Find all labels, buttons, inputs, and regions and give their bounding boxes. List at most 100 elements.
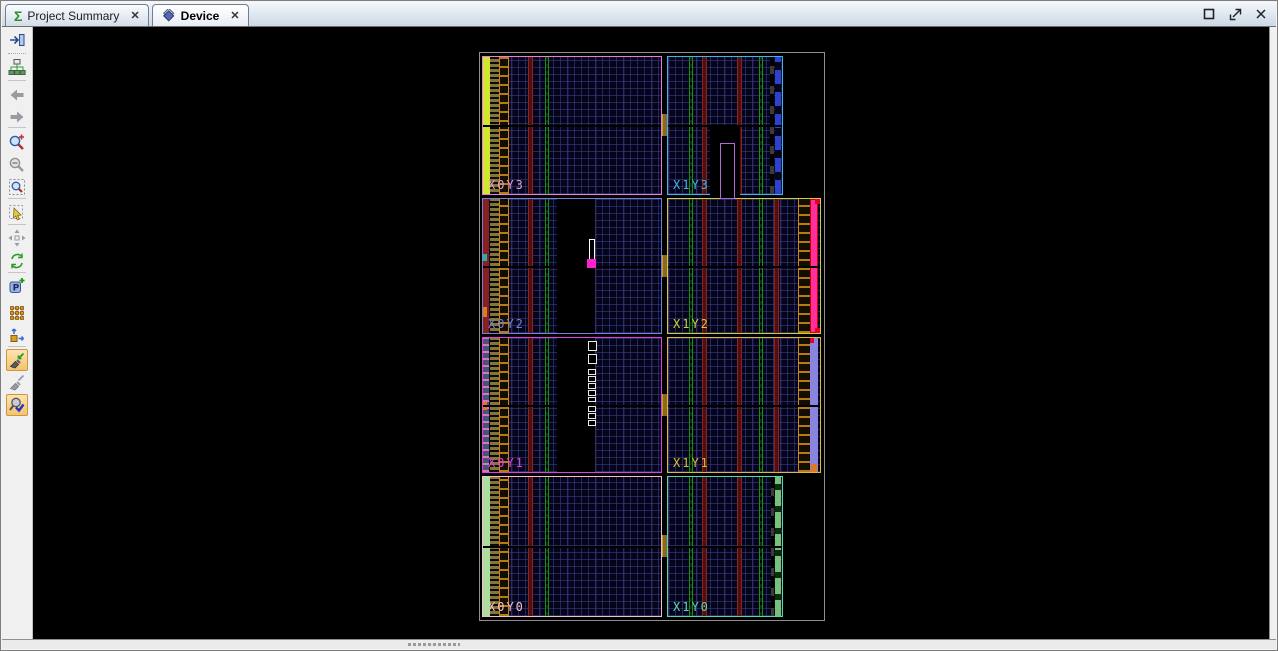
chip-icon	[162, 8, 175, 22]
toolbar-button-zoom-out[interactable]	[6, 154, 28, 176]
device-canvas[interactable]: X0Y3 X1Y3	[33, 27, 1269, 639]
draw-pblock-icon	[10, 328, 25, 342]
selected-cell-marker[interactable]	[587, 259, 596, 268]
clock-connector	[662, 535, 667, 557]
tab-label: Project Summary	[27, 8, 120, 23]
float-icon[interactable]	[1228, 7, 1242, 21]
tab-project-summary[interactable]: Σ Project Summary ✕	[5, 4, 149, 26]
io-accent	[483, 307, 487, 317]
clock-spine	[483, 266, 661, 268]
placed-site	[588, 397, 596, 402]
selected-site-outline[interactable]	[589, 239, 595, 260]
clock-connector	[662, 114, 667, 136]
region-label: X1Y0	[673, 600, 710, 614]
io-accent	[810, 338, 814, 343]
close-tab-icon[interactable]: ✕	[130, 10, 140, 22]
device-boundary	[479, 52, 825, 621]
right-border-strip	[1269, 27, 1276, 639]
toolbar-button-routing-resources[interactable]	[6, 302, 28, 324]
region-label: X1Y3	[673, 178, 710, 192]
io-accent	[483, 254, 487, 261]
tab-label: Device	[180, 8, 220, 23]
toolbar-button-new-pblock[interactable]: P	[6, 275, 28, 297]
clock-region-x1y2[interactable]: X1Y2	[667, 198, 821, 334]
clock-spine	[483, 405, 661, 407]
clock-connector	[662, 394, 667, 416]
clock-region-x0y1[interactable]: X0Y1	[482, 337, 662, 473]
plug-off-icon	[9, 374, 25, 391]
arrow-right-icon	[10, 111, 24, 123]
scrollbar-dashes	[408, 643, 460, 646]
hierarchy-icon	[8, 59, 26, 75]
zoom-fit-icon	[9, 179, 25, 195]
clock-connector	[662, 255, 667, 277]
clock-spine	[483, 546, 661, 548]
device-toolbar: P	[2, 27, 33, 639]
toolbar-button-forward[interactable]	[6, 106, 28, 128]
window-controls	[1202, 7, 1268, 21]
placed-site	[588, 390, 596, 396]
toolbar-button-back[interactable]	[6, 84, 28, 106]
clock-spine	[668, 125, 782, 127]
placed-site	[588, 376, 596, 382]
clock-region-x0y0[interactable]: X0Y0	[482, 476, 662, 617]
region-label: X1Y1	[673, 456, 710, 470]
toolbar-button-find[interactable]	[6, 394, 28, 416]
placed-site	[588, 341, 597, 351]
zoom-in-icon	[9, 134, 24, 150]
toolbar-button-unhighlight[interactable]	[6, 371, 28, 393]
close-tab-icon[interactable]: ✕	[230, 10, 240, 22]
close-icon[interactable]	[1254, 7, 1268, 21]
routing-resources-icon	[10, 306, 24, 320]
clock-region-x0y3[interactable]: X0Y3	[482, 56, 662, 195]
dock-icon	[10, 34, 25, 46]
magnifier-check-icon	[9, 397, 25, 413]
toolbar-button-select-area[interactable]	[6, 202, 28, 224]
toolbar-separator	[8, 346, 26, 347]
new-pblock-icon: P	[9, 278, 25, 294]
clock-region-x1y0[interactable]: X1Y0	[667, 476, 783, 617]
svg-text:P: P	[13, 284, 20, 294]
placed-site	[588, 354, 597, 364]
toolbar-button-hierarchy[interactable]	[6, 56, 28, 78]
clock-region-x1y3[interactable]: X1Y3	[667, 56, 783, 199]
io-accent	[815, 328, 820, 333]
toolbar-button-zoom-fit[interactable]	[6, 176, 28, 198]
tab-device[interactable]: Device ✕	[151, 4, 249, 26]
toolbar-separator	[8, 272, 26, 273]
clock-spine	[668, 546, 782, 548]
toolbar-button-fit-selection[interactable]	[6, 227, 28, 249]
fit-selection-icon	[8, 229, 26, 247]
toolbar-separator	[8, 127, 26, 128]
placed-site	[588, 406, 596, 412]
plug-icon	[9, 352, 25, 369]
placed-site	[588, 413, 596, 419]
toolbar-button-dock[interactable]	[6, 29, 28, 51]
placed-site	[588, 369, 596, 375]
toolbar-button-autofit-selection[interactable]	[6, 250, 28, 272]
toolbar-separator	[8, 80, 26, 81]
toolbar-button-zoom-in[interactable]	[6, 132, 28, 154]
region-label: X0Y0	[488, 600, 525, 614]
maximize-icon[interactable]	[1202, 7, 1216, 21]
toolbar-button-highlight[interactable]	[6, 349, 28, 371]
bottom-border-strip	[2, 639, 1276, 649]
clock-spine	[668, 405, 820, 407]
region-label: X0Y2	[488, 317, 525, 331]
toolbar-separator	[8, 198, 26, 199]
clock-spine	[668, 266, 820, 268]
clock-region-x1y1[interactable]: X1Y1	[667, 337, 821, 473]
io-accent	[811, 464, 817, 472]
autofit-selection-icon	[11, 253, 23, 269]
clock-region-x0y2[interactable]: X0Y2	[482, 198, 662, 334]
region-label: X1Y2	[673, 317, 710, 331]
io-accent	[815, 199, 820, 204]
pblock-outline[interactable]	[720, 143, 735, 199]
zoom-out-icon	[9, 157, 24, 172]
toolbar-button-draw-pblock[interactable]	[6, 324, 28, 346]
region-label: X0Y3	[488, 178, 525, 192]
tab-bar: Σ Project Summary ✕ Device ✕	[2, 2, 1276, 27]
toolbar-separator	[8, 224, 26, 225]
placed-site	[588, 420, 596, 426]
